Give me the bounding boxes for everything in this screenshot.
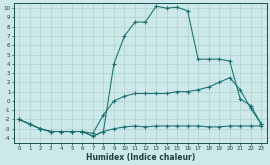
X-axis label: Humidex (Indice chaleur): Humidex (Indice chaleur)	[86, 152, 195, 162]
